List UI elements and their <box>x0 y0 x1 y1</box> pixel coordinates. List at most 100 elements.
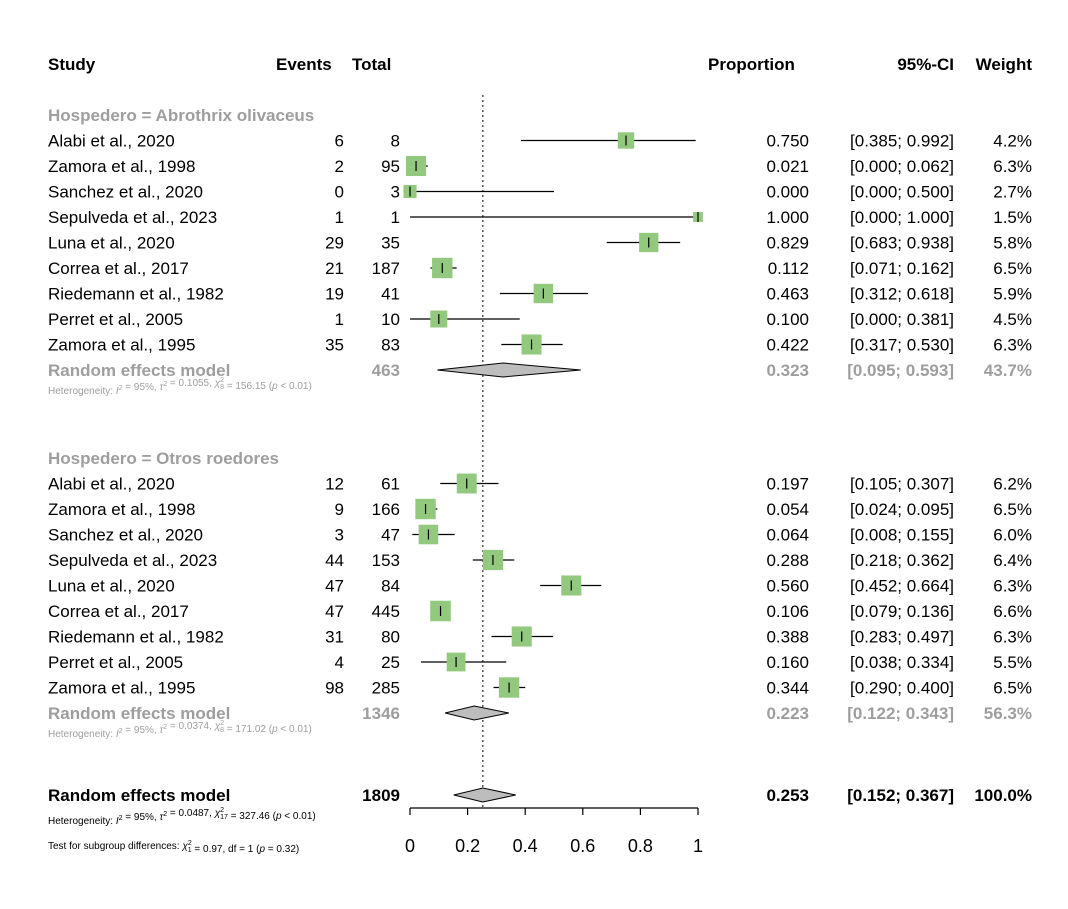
study-4-ci: [0.683; 0.938] <box>850 234 954 253</box>
study-4-total: 35 <box>381 234 400 253</box>
study-14-estimate: 0.106 <box>766 602 809 621</box>
study-10-total: 166 <box>372 500 400 519</box>
study-10-events: 9 <box>335 500 344 519</box>
study-6-total: 41 <box>381 285 400 304</box>
study-8-ci: [0.317; 0.530] <box>850 336 954 355</box>
study-12-name: Sepulveda et al., 2023 <box>48 551 217 570</box>
column-headers: Study Events Total Proportion 95%-CI Wei… <box>48 55 1032 74</box>
group-0-heterogeneity: Heterogeneity: I2 = 95%, τ2 = 0.1055, χ2… <box>48 377 312 397</box>
x-tick-label-2: 0.4 <box>513 836 538 856</box>
study-11-total: 47 <box>381 526 400 545</box>
study-11-ci: [0.008; 0.155] <box>850 526 954 545</box>
study-17-estimate: 0.344 <box>766 679 809 698</box>
study-16-estimate: 0.160 <box>766 653 809 672</box>
study-4-events: 29 <box>325 234 344 253</box>
study-1-ci: [0.000; 0.062] <box>850 157 954 176</box>
study-14-weight: 6.6% <box>993 602 1032 621</box>
group-1-summary-ci: [0.122; 0.343] <box>847 704 954 723</box>
study-2-estimate: 0.000 <box>766 183 809 202</box>
study-8-estimate: 0.422 <box>766 336 809 355</box>
study-6-ci: [0.312; 0.618] <box>850 285 954 304</box>
study-15-estimate: 0.388 <box>766 628 809 647</box>
study-14-ci: [0.079; 0.136] <box>850 602 954 621</box>
overall-summary-estimate: 0.253 <box>766 786 809 805</box>
group-0-summary-total: 463 <box>372 361 400 380</box>
study-13-ci: [0.452; 0.664] <box>850 577 954 596</box>
study-11-weight: 6.0% <box>993 526 1032 545</box>
group-1-summary-weight: 56.3% <box>984 704 1032 723</box>
study-5-ci: [0.071; 0.162] <box>850 259 954 278</box>
study-3-name: Sepulveda et al., 2023 <box>48 208 217 227</box>
study-12-estimate: 0.288 <box>766 551 809 570</box>
study-8-weight: 6.3% <box>993 336 1032 355</box>
study-15-name: Riedemann et al., 1982 <box>48 628 224 647</box>
study-16-name: Perret et al., 2005 <box>48 653 183 672</box>
study-0-events: 6 <box>335 132 344 151</box>
study-5-events: 21 <box>325 259 344 278</box>
study-5-weight: 6.5% <box>993 259 1032 278</box>
plot-lines: 0 0.2 0.4 0.6 0.8 1 <box>405 95 703 856</box>
study-2-total: 3 <box>391 183 400 202</box>
overall-heterogeneity: Heterogeneity: I2 = 95%, τ2 = 0.0487, χ2… <box>48 807 316 827</box>
study-17-weight: 6.5% <box>993 679 1032 698</box>
study-13-estimate: 0.560 <box>766 577 809 596</box>
x-tick-label-4: 0.8 <box>628 836 653 856</box>
study-2-ci: [0.000; 0.500] <box>850 183 954 202</box>
group-1-summary-total: 1346 <box>362 704 400 723</box>
study-1-estimate: 0.021 <box>766 157 809 176</box>
study-3-weight: 1.5% <box>993 208 1032 227</box>
study-2-events: 0 <box>335 183 344 202</box>
group-0-summary-diamond <box>437 362 581 378</box>
study-14-events: 47 <box>325 602 344 621</box>
study-11-estimate: 0.064 <box>766 526 809 545</box>
group-0-summary-label: Random effects model <box>48 361 230 380</box>
study-10-estimate: 0.054 <box>766 500 809 519</box>
study-14-total: 445 <box>372 602 400 621</box>
study-15-ci: [0.283; 0.497] <box>850 628 954 647</box>
x-tick-label-3: 0.6 <box>570 836 595 856</box>
study-1-total: 95 <box>381 157 400 176</box>
study-17-name: Zamora et al., 1995 <box>48 679 195 698</box>
study-17-ci: [0.290; 0.400] <box>850 679 954 698</box>
study-17-events: 98 <box>325 679 344 698</box>
group-1-summary-estimate: 0.223 <box>766 704 809 723</box>
study-9-weight: 6.2% <box>993 475 1032 494</box>
study-4-estimate: 0.829 <box>766 234 809 253</box>
study-16-events: 4 <box>335 653 344 672</box>
study-3-total: 1 <box>391 208 400 227</box>
study-5-name: Correa et al., 2017 <box>48 259 189 278</box>
study-8-events: 35 <box>325 336 344 355</box>
study-10-ci: [0.024; 0.095] <box>850 500 954 519</box>
x-tick-label-5: 1 <box>693 836 703 856</box>
study-9-name: Alabi et al., 2020 <box>48 475 175 494</box>
study-12-ci: [0.218; 0.362] <box>850 551 954 570</box>
overall-summary-weight: 100.0% <box>974 786 1032 805</box>
study-0-name: Alabi et al., 2020 <box>48 132 175 151</box>
study-7-ci: [0.000; 0.381] <box>850 310 954 329</box>
overall-summary-total: 1809 <box>362 786 400 805</box>
study-3-events: 1 <box>335 208 344 227</box>
study-16-total: 25 <box>381 653 400 672</box>
study-6-estimate: 0.463 <box>766 285 809 304</box>
study-15-events: 31 <box>325 628 344 647</box>
study-6-events: 19 <box>325 285 344 304</box>
study-0-weight: 4.2% <box>993 132 1032 151</box>
study-5-total: 187 <box>372 259 400 278</box>
header-ci: 95%-CI <box>897 55 954 74</box>
study-9-total: 61 <box>381 475 400 494</box>
study-7-events: 1 <box>335 310 344 329</box>
study-7-total: 10 <box>381 310 400 329</box>
study-1-events: 2 <box>335 157 344 176</box>
header-total: Total <box>352 55 391 74</box>
header-study: Study <box>48 55 96 74</box>
study-2-name: Sanchez et al., 2020 <box>48 183 203 202</box>
overall-summary-label: Random effects model <box>48 786 230 805</box>
study-0-total: 8 <box>391 132 400 151</box>
study-12-weight: 6.4% <box>993 551 1032 570</box>
x-tick-label-0: 0 <box>405 836 415 856</box>
group-0-summary-estimate: 0.323 <box>766 361 809 380</box>
study-15-total: 80 <box>381 628 400 647</box>
group-1-label: Hospedero = Otros roedores <box>48 449 279 468</box>
study-8-total: 83 <box>381 336 400 355</box>
